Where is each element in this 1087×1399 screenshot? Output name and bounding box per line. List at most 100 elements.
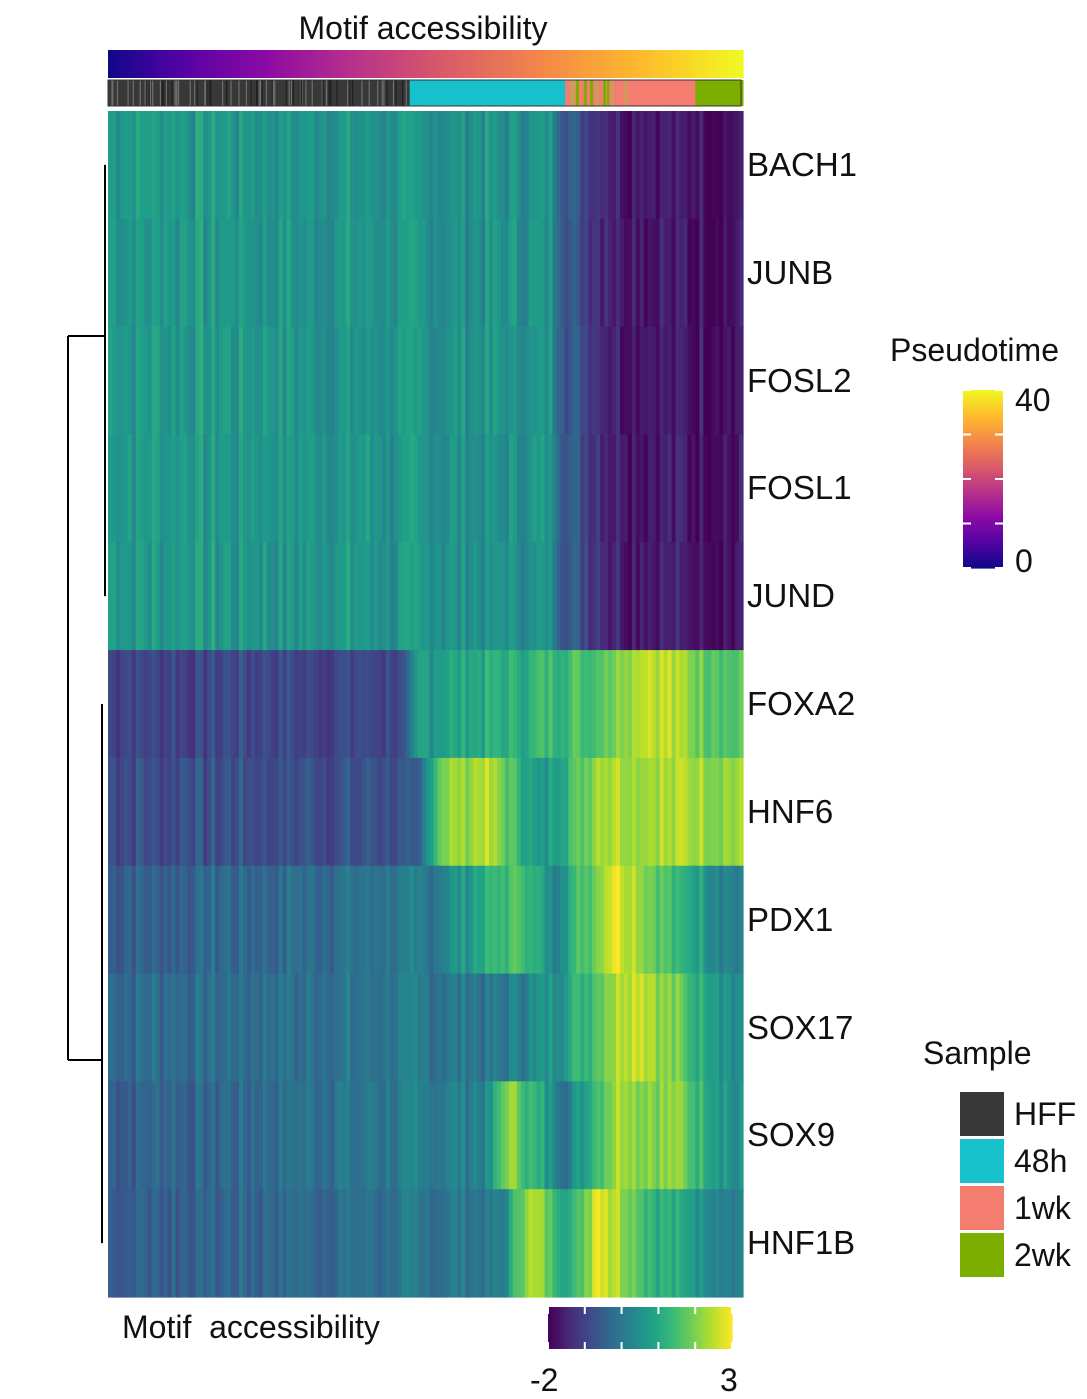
heatmap-cell xyxy=(318,865,323,975)
heatmap-cell xyxy=(358,865,363,975)
heatmap-cell xyxy=(262,973,268,1082)
heatmap-cell xyxy=(453,542,458,651)
heatmap-cell xyxy=(576,757,581,867)
row-label: BACH1 xyxy=(747,145,858,183)
heatmap-cell xyxy=(520,650,526,759)
pseudotime-legend-cell xyxy=(963,523,1003,528)
heatmap-cell xyxy=(441,218,446,328)
heatmap-cell xyxy=(619,1081,625,1190)
pseudotime-bar-cell xyxy=(163,50,169,78)
heatmap-cell xyxy=(711,434,716,543)
heatmap-cell xyxy=(417,218,423,328)
heatmap-cell xyxy=(532,111,538,220)
pseudotime-legend-cell xyxy=(963,511,1003,516)
heatmap-cell xyxy=(219,434,224,543)
heatmap-cell xyxy=(477,326,482,436)
heatmap-cell xyxy=(338,111,343,220)
heatmap-cell xyxy=(469,650,474,759)
heatmap-cell xyxy=(627,865,633,975)
heatmap-cell xyxy=(548,1189,554,1298)
sample-bar-stripe xyxy=(116,80,119,106)
heatmap-cell xyxy=(564,326,569,436)
heatmap-cell xyxy=(298,542,304,651)
heatmap-cell xyxy=(492,1081,498,1190)
heatmap-cell xyxy=(155,542,161,651)
heatmap-cell xyxy=(516,757,522,867)
motif-legend-cell xyxy=(676,1307,681,1349)
pseudotime-bar-cell xyxy=(199,50,204,78)
heatmap-cell xyxy=(246,865,252,975)
heatmap-cell xyxy=(246,1189,252,1298)
heatmap-cell xyxy=(318,218,323,328)
heatmap-cell xyxy=(477,973,482,1082)
pseudotime-bar-cell xyxy=(520,50,526,78)
heatmap-cell xyxy=(115,111,121,220)
heatmap-cell xyxy=(552,218,558,328)
heatmap-cell xyxy=(627,1189,633,1298)
motif-legend-cell xyxy=(661,1307,666,1349)
heatmap-cell xyxy=(231,542,236,651)
pseudotime-legend-title: Pseudotime xyxy=(890,332,1059,368)
heatmap-cell xyxy=(651,1081,657,1190)
heatmap-cell xyxy=(369,1189,375,1298)
heatmap-cell xyxy=(250,757,256,867)
heatmap-cell xyxy=(421,1189,427,1298)
heatmap-cell xyxy=(219,650,224,759)
heatmap-cell xyxy=(564,865,569,975)
heatmap-cell xyxy=(457,218,462,328)
heatmap-cell xyxy=(604,1189,609,1298)
pseudotime-bar-cell xyxy=(282,50,288,78)
sample-bar-stripe xyxy=(132,80,134,106)
heatmap-cell xyxy=(588,757,593,867)
heatmap-cell xyxy=(739,973,744,1082)
heatmap-cell xyxy=(735,542,740,651)
heatmap-cell xyxy=(675,542,681,651)
sample-bar-stripe xyxy=(152,80,154,106)
heatmap-cell xyxy=(608,1189,613,1298)
heatmap-cell xyxy=(461,111,466,220)
heatmap-cell xyxy=(342,865,347,975)
heatmap-cell xyxy=(667,218,673,328)
sample-bar-stripe xyxy=(230,80,232,106)
heatmap-cell xyxy=(592,757,597,867)
heatmap-cell xyxy=(294,434,300,543)
heatmap-cell xyxy=(500,1189,506,1298)
heatmap-cell xyxy=(358,111,363,220)
sample-bar-stripe xyxy=(603,80,607,106)
heatmap-cell xyxy=(135,111,141,220)
heatmap-cell xyxy=(592,542,597,651)
heatmap-cell xyxy=(679,218,685,328)
heatmap-cell xyxy=(235,865,240,975)
heatmap-cell xyxy=(274,865,280,975)
sample-bar-stripe xyxy=(145,80,147,106)
heatmap-cell xyxy=(445,542,450,651)
heatmap-cell xyxy=(377,434,383,543)
heatmap-cell xyxy=(306,650,312,759)
pseudotime-legend-cell xyxy=(963,440,1003,444)
heatmap-cell xyxy=(655,542,661,651)
heatmap-cell xyxy=(679,865,685,975)
heatmap-cell xyxy=(350,434,355,543)
heatmap-cell xyxy=(163,434,169,543)
heatmap-cell xyxy=(600,1081,605,1190)
motif-legend-cell xyxy=(633,1307,638,1349)
heatmap-cell xyxy=(588,326,593,436)
heatmap-cell xyxy=(389,1189,395,1298)
heatmap-cell xyxy=(207,542,212,651)
heatmap-cell xyxy=(731,1189,736,1298)
heatmap-cell xyxy=(397,111,403,220)
heatmap-cell xyxy=(699,650,704,759)
heatmap-cell xyxy=(552,434,558,543)
heatmap-cell xyxy=(612,111,617,220)
heatmap-cell xyxy=(437,218,442,328)
heatmap-cell xyxy=(191,1081,196,1190)
heatmap-cell xyxy=(516,434,522,543)
heatmap-cell xyxy=(659,973,665,1082)
heatmap-cell xyxy=(731,973,736,1082)
pseudotime-bar-cell xyxy=(655,50,661,78)
heatmap-cell xyxy=(409,1081,415,1190)
heatmap-cell xyxy=(727,326,732,436)
heatmap-cell xyxy=(473,1189,478,1298)
heatmap-cell xyxy=(326,218,331,328)
heatmap-cell xyxy=(318,757,323,867)
